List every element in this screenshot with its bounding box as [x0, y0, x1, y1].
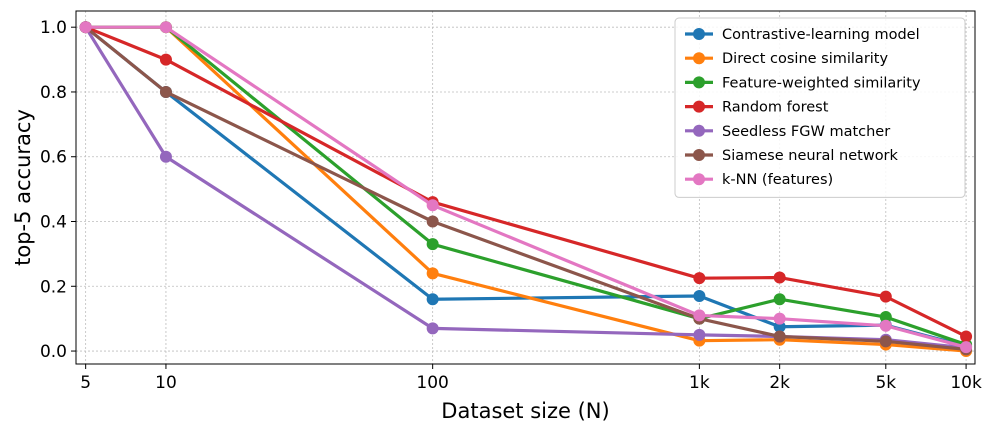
y-tick-label: 0.4 — [40, 213, 67, 233]
legend-swatch-marker — [693, 52, 705, 65]
data-point — [773, 330, 786, 343]
legend-label: Random forest — [722, 100, 829, 116]
ticks: 5 10 100 1k 2k 5k 10k 0.0 0.2 0.4 0.6 0.8 1.0 — [40, 18, 982, 393]
data-point — [159, 53, 172, 66]
data-point — [79, 21, 92, 34]
data-point — [426, 293, 439, 306]
x-tick-label: 2k — [769, 373, 790, 393]
data-point — [159, 150, 172, 163]
series-layer — [79, 21, 973, 358]
y-axis-label: top-5 accuracy — [11, 109, 35, 266]
data-point — [693, 289, 706, 302]
legend-label: Seedless FGW matcher — [722, 124, 890, 140]
data-point — [960, 330, 973, 343]
data-point — [773, 271, 786, 284]
data-point — [693, 328, 706, 341]
y-tick-label: 0.2 — [40, 277, 67, 297]
x-axis-label: Dataset size (N) — [441, 399, 609, 423]
x-tick-label: 10 — [155, 373, 177, 393]
x-tick-label: 10k — [950, 373, 982, 393]
legend-label: Contrastive-learning model — [722, 27, 920, 43]
x-tick-label: 5k — [875, 373, 896, 393]
legend: Contrastive-learning model Direct cosine … — [674, 17, 966, 198]
legend-swatch-marker — [693, 149, 705, 161]
data-point — [879, 290, 892, 303]
legend-swatch-marker — [693, 173, 705, 186]
data-point — [426, 267, 439, 280]
x-tick-label: 100 — [416, 373, 448, 393]
data-point — [426, 322, 439, 335]
legend-label: k-NN (features) — [722, 172, 833, 188]
x-tick-label: 5 — [80, 373, 91, 393]
y-tick-label: 0.8 — [40, 83, 67, 103]
data-point — [960, 341, 973, 354]
legend-swatch-marker — [693, 28, 705, 40]
legend-label: Feature-weighted similarity — [722, 75, 921, 91]
data-point — [159, 85, 172, 98]
legend-label: Direct cosine similarity — [722, 51, 888, 67]
data-point — [426, 238, 439, 251]
y-tick-label: 0.0 — [40, 342, 67, 362]
data-point — [773, 293, 786, 306]
data-point — [426, 199, 439, 212]
data-point — [693, 309, 706, 322]
legend-swatch-marker — [693, 124, 705, 137]
plot-frame — [75, 10, 976, 365]
data-point — [159, 21, 172, 34]
data-point — [693, 272, 706, 285]
legend-label: Siamese neural network — [722, 148, 899, 164]
series-k-nn-features- — [79, 21, 973, 354]
legend-swatch-marker — [693, 100, 705, 113]
data-point — [773, 312, 786, 325]
legend-swatch-marker — [693, 76, 705, 89]
data-point — [879, 311, 892, 324]
y-tick-label: 0.6 — [40, 148, 67, 168]
y-tick-label: 1.0 — [40, 18, 67, 38]
data-point — [879, 335, 892, 348]
data-point — [879, 319, 892, 332]
data-point — [426, 215, 439, 228]
legend-box — [674, 17, 966, 198]
x-tick-label: 1k — [689, 373, 710, 393]
